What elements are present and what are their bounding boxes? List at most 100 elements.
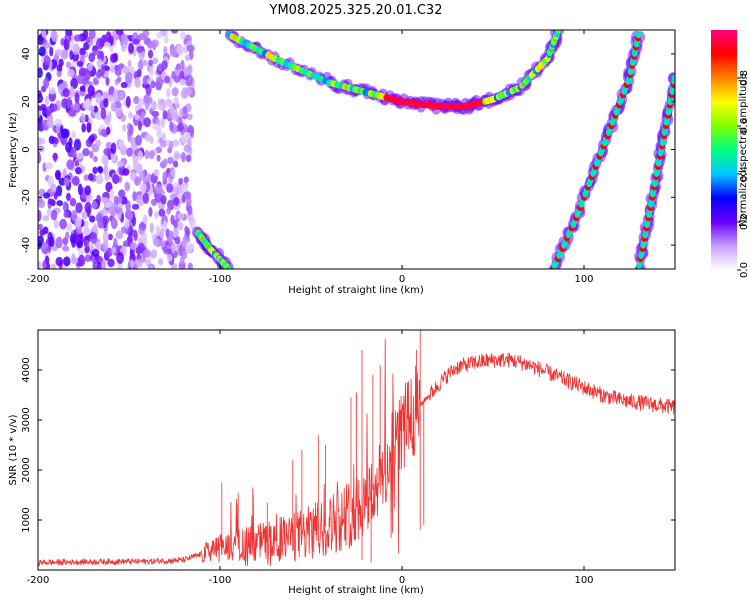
noise-speck	[183, 66, 190, 77]
noise-speck	[149, 66, 154, 77]
noise-speck	[38, 151, 41, 164]
noise-speck	[114, 207, 123, 214]
noise-speck	[66, 97, 72, 109]
noise-speck	[55, 256, 64, 267]
noise-speck	[174, 152, 182, 159]
noise-speck	[152, 237, 160, 247]
noise-speck	[147, 49, 154, 59]
noise-speck	[85, 195, 91, 203]
noise-speck	[134, 76, 141, 89]
y-tick-label: 40	[21, 48, 32, 61]
noise-speck	[184, 191, 192, 200]
noise-speck	[95, 240, 102, 251]
noise-speck	[85, 36, 91, 43]
noise-speck	[38, 93, 44, 103]
noise-speck	[179, 256, 185, 265]
noise-speck	[132, 191, 137, 202]
noise-speck	[97, 166, 104, 174]
noise-speck	[185, 154, 192, 163]
noise-speck	[110, 53, 117, 63]
noise-speck	[84, 254, 92, 263]
noise-speck	[138, 97, 143, 110]
noise-speck	[140, 111, 145, 120]
noise-speck	[148, 206, 153, 218]
noise-speck	[62, 87, 70, 98]
noise-speck	[116, 160, 125, 168]
noise-speck	[138, 199, 144, 207]
noise-speck	[105, 126, 111, 136]
noise-speck	[171, 112, 179, 121]
colorbar-tick-label: 0.6	[739, 118, 750, 134]
noise-speck	[118, 91, 125, 100]
x-tick-label: -200	[27, 575, 50, 586]
y-tick-label: 1000	[21, 507, 32, 532]
noise-speck	[177, 221, 184, 231]
noise-speck	[77, 183, 83, 196]
noise-speck	[69, 39, 75, 52]
spectrogram-x-axis-label: Height of straight line (km)	[288, 285, 424, 296]
noise-speck	[89, 150, 94, 159]
noise-speck	[66, 192, 71, 202]
main-curve	[224, 30, 565, 115]
noise-speck	[58, 177, 66, 186]
noise-speck	[162, 110, 168, 120]
noise-speck	[110, 142, 117, 155]
noise-speck	[63, 210, 69, 218]
noise-speck	[112, 88, 121, 101]
noise-speck	[107, 233, 113, 241]
noise-speck	[142, 232, 148, 243]
noise-speck	[167, 156, 174, 165]
noise-speck	[185, 54, 191, 61]
noise-speck	[152, 57, 159, 65]
noise-speck	[92, 166, 98, 175]
noise-speck	[71, 209, 78, 222]
noise-speck	[134, 113, 140, 121]
noise-speck	[68, 108, 77, 117]
chart-title: YM08.2025.325.20.01.C32	[269, 3, 443, 18]
noise-speck	[133, 96, 140, 104]
noise-speck	[91, 200, 98, 210]
spectrogram-x-ticks: -200 -100 0 100	[27, 30, 594, 285]
noise-speck	[115, 30, 124, 36]
noise-speck	[70, 77, 79, 90]
noise-speck	[128, 124, 134, 136]
noise-speck	[83, 41, 90, 51]
noise-speck	[71, 175, 80, 186]
noise-speck	[132, 156, 139, 168]
noise-speck	[112, 173, 120, 185]
noise-speck	[160, 195, 167, 205]
noise-speck	[118, 139, 125, 149]
noise-speck	[149, 222, 155, 234]
right-branch-2	[634, 72, 675, 269]
noise-speck	[114, 67, 122, 76]
noise-speck	[79, 85, 86, 92]
noise-speck	[171, 243, 176, 254]
noise-speck	[88, 244, 95, 251]
noise-speck	[71, 146, 77, 159]
noise-speck	[62, 168, 67, 178]
colorbar-tick-label: 0.4	[739, 166, 750, 182]
y-tick-label: 20	[21, 95, 32, 108]
noise-speck	[181, 151, 186, 163]
noise-speck	[54, 118, 63, 128]
noise-speck	[78, 248, 85, 257]
noise-speck	[148, 150, 155, 160]
y-tick-label: 2000	[21, 457, 32, 482]
noise-speck	[50, 103, 58, 112]
noise-speck	[109, 188, 115, 201]
noise-speck	[172, 228, 179, 239]
noise-speck	[83, 227, 91, 236]
spectrogram-y-ticks: -40 -20 0 20 40	[21, 48, 675, 253]
noise-speck	[143, 117, 151, 128]
noise-speck	[87, 63, 93, 72]
noise-speck	[100, 63, 106, 76]
noise-speck	[148, 59, 154, 66]
noise-speck	[169, 48, 177, 57]
noise-speck	[66, 159, 75, 170]
noise-speck	[97, 50, 102, 61]
noise-speck	[49, 46, 54, 57]
noise-speck	[44, 95, 50, 106]
noise-speck	[108, 94, 114, 102]
noise-speck	[177, 212, 185, 220]
